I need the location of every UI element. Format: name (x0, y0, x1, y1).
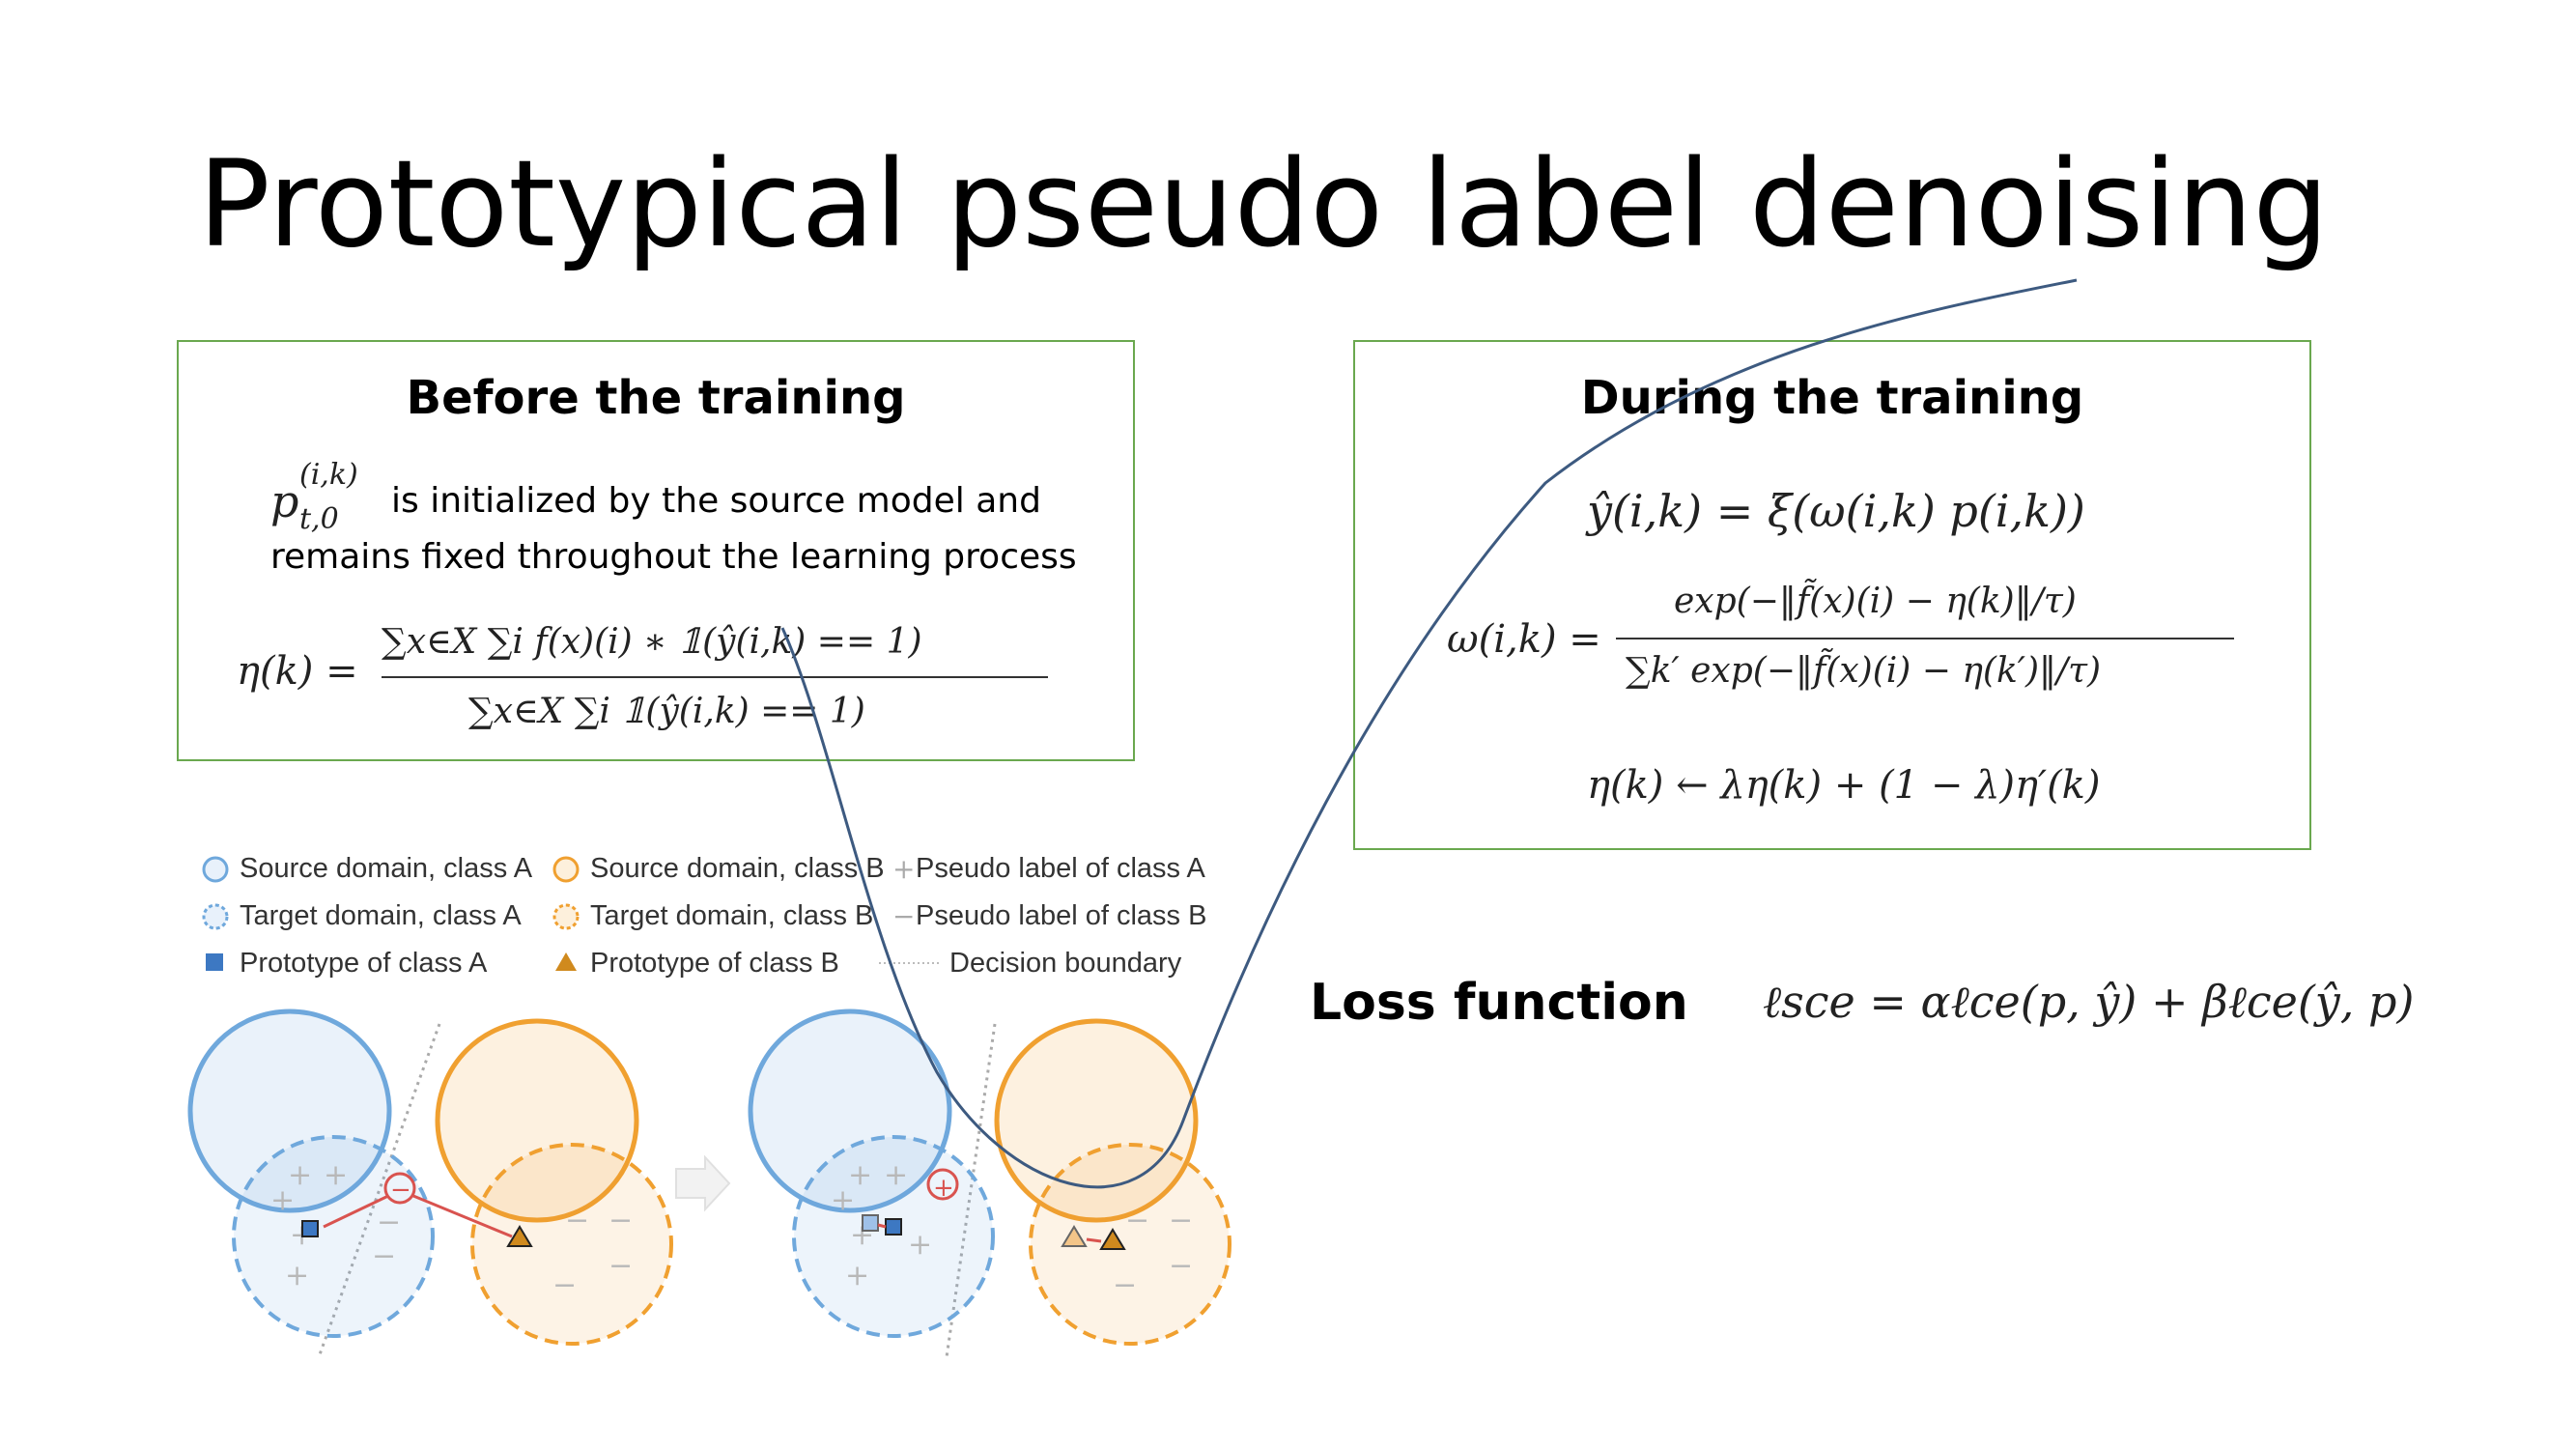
svg-text:+: + (845, 1259, 869, 1293)
circle-solid-blue-icon (202, 856, 229, 883)
legend-target-a: Target domain, class A (240, 900, 522, 931)
legend-decision-boundary: Decision boundary (949, 948, 1182, 979)
omega-equation-lhs: ω(i,k) = (1447, 617, 1601, 662)
arrow-to-prototype-a-left (323, 1194, 389, 1229)
eta-equation-denominator: ∑x∈X ∑i 𝟙(ŷ(i,k) == 1) (468, 692, 865, 731)
arrow-prototype-a-update (877, 1223, 887, 1229)
arrow-prototype-b-update (1086, 1237, 1102, 1243)
target-b-circle-left (470, 1143, 673, 1346)
target-a-circle-left (232, 1135, 435, 1338)
eta-fraction-bar (382, 676, 1048, 678)
svg-text:−: − (565, 1204, 589, 1237)
during-training-box: During the training ŷ(i,k) = ξ(ω(i,k) p(… (1353, 340, 2311, 850)
p-superscript: (i,k) (299, 458, 358, 492)
decision-boundary-left (317, 1023, 441, 1358)
svg-text:+: + (285, 1259, 309, 1293)
during-training-heading: During the training (1580, 371, 2084, 425)
highlighted-sample-mark-right: + (933, 1174, 954, 1203)
prototype-a-right (885, 1218, 902, 1236)
highlighted-sample-mark-left: − (390, 1176, 411, 1205)
svg-text:−: − (377, 1206, 401, 1239)
omega-fraction-bar (1616, 638, 2234, 639)
circle-dashed-orange-icon (552, 903, 580, 930)
svg-text:+: + (324, 1158, 348, 1192)
transition-arrow (675, 1154, 731, 1212)
slide-title: Prototypical pseudo label denoising (198, 135, 2330, 274)
svg-text:−: − (552, 1268, 577, 1302)
legend-target-b: Target domain, class B (590, 900, 874, 931)
square-blue-icon (206, 953, 223, 971)
source-b-circle-left (435, 1018, 639, 1223)
svg-text:+: + (288, 1158, 312, 1192)
svg-text:−: − (1169, 1204, 1193, 1237)
prototype-b-right (1099, 1228, 1126, 1250)
before-text-line2: remains fixed throughout the learning pr… (270, 537, 1077, 577)
legend-pseudo-b: Pseudo label of class B (916, 900, 1207, 931)
before-training-heading: Before the training (406, 371, 906, 425)
triangle-orange-icon (555, 952, 577, 971)
svg-text:−: − (1125, 1204, 1149, 1237)
before-training-box: Before the training p (i,k) t,0 is initi… (177, 340, 1135, 761)
omega-equation-numerator: exp(−‖f̃(x)(i) − η(k)‖/τ) (1674, 582, 2077, 621)
svg-text:−: − (609, 1249, 633, 1283)
source-a-circle-left (187, 1009, 392, 1213)
p-symbol: p (270, 475, 299, 527)
arrow-to-prototype-b-left (412, 1194, 513, 1238)
svg-text:+: + (831, 1183, 855, 1217)
prototype-illustration: ++ ++ +− −− −− − − ++ ++ ++ −− −− + (187, 1009, 1231, 1358)
svg-text:−: − (1113, 1268, 1137, 1302)
legend-pseudo-a: Pseudo label of class A (916, 853, 1205, 884)
svg-text:+: + (270, 1183, 295, 1217)
omega-equation-denominator: ∑k′ exp(−‖f̃(x)(i) − η(k′)‖/τ) (1626, 651, 2102, 691)
before-text-line1: is initialized by the source model and (391, 481, 1041, 521)
legend-source-b: Source domain, class B (590, 853, 885, 884)
old-prototype-a-right (862, 1214, 879, 1232)
legend-prototype-b: Prototype of class B (590, 948, 839, 979)
eta-equation-lhs: η(k) = (237, 649, 358, 694)
prototype-update-equation: η(k) ← λη(k) + (1 − λ)η′(k) (1587, 763, 2101, 808)
circle-dashed-blue-icon (202, 903, 229, 930)
pseudo-label-equation: ŷ(i,k) = ξ(ω(i,k) p(i,k)) (1587, 485, 2085, 537)
svg-text:−: − (609, 1204, 633, 1237)
prototype-b-left (506, 1225, 533, 1247)
legend-prototype-a: Prototype of class A (240, 948, 488, 979)
loss-equation: ℓsce = αℓce(p, ŷ) + βℓce(ŷ, p) (1763, 976, 2415, 1028)
p-symbol-group: p (i,k) t,0 (270, 458, 386, 545)
svg-text:+: + (884, 1158, 908, 1192)
eta-equation-numerator: ∑x∈X ∑i f(x)(i) ∗ 𝟙(ŷ(i,k) == 1) (382, 622, 922, 662)
prototype-a-left (301, 1220, 319, 1237)
p-subscript: t,0 (299, 502, 339, 536)
plus-gray-icon: + (892, 853, 915, 885)
loss-function-label: Loss function (1310, 974, 1688, 1032)
legend: + − Source domain, class A Source domain… (193, 845, 1236, 990)
minus-gray-icon: − (892, 900, 915, 932)
legend-source-a: Source domain, class A (240, 853, 533, 884)
svg-text:−: − (1169, 1249, 1193, 1283)
target-b-circle-right (1029, 1143, 1231, 1346)
old-prototype-b-right (1061, 1225, 1088, 1247)
highlighted-sample-left (383, 1172, 416, 1205)
svg-text:−: − (372, 1239, 396, 1273)
svg-text:+: + (908, 1228, 932, 1262)
circle-solid-orange-icon (552, 856, 580, 883)
